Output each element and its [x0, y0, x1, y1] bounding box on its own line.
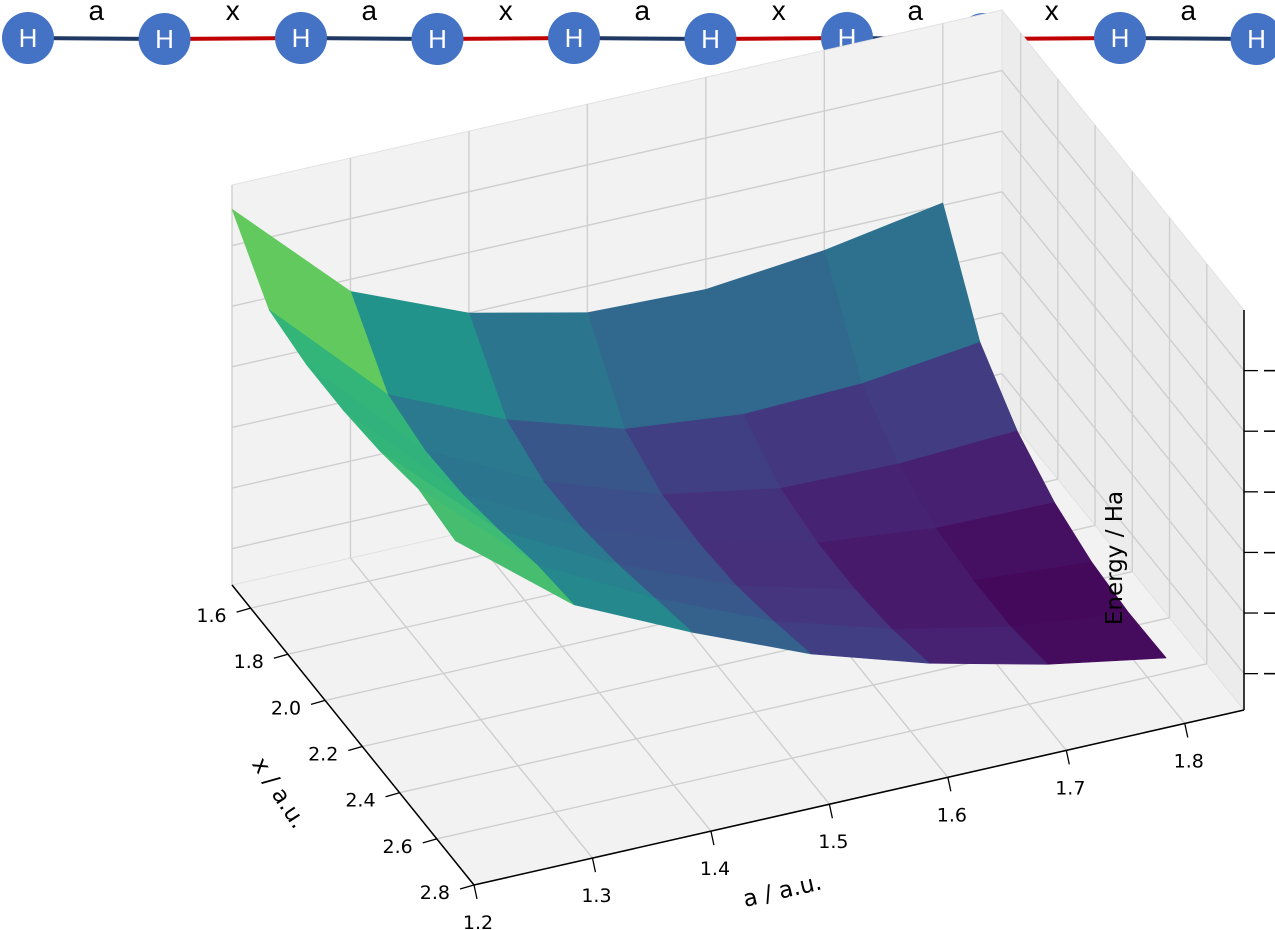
energy-axis-title: Energy / Ha: [1102, 491, 1128, 625]
bond-label: a: [361, 0, 377, 26]
hydrogen-atom: [548, 12, 600, 64]
hydrogen-atom: [411, 13, 464, 65]
hydrogen-atom: [2, 12, 54, 64]
x-tick-label: 1.6: [196, 605, 226, 627]
atom-symbol: H: [701, 24, 720, 54]
energy-tick-label: −5.75: [1262, 602, 1275, 624]
hydrogen-atom: [138, 13, 191, 65]
grid-line: [1001, 312, 1245, 614]
atom-symbol: H: [19, 23, 38, 53]
a-axis-title: a / a.u.: [741, 870, 825, 913]
bond-label: x: [772, 0, 786, 26]
grid-line: [1001, 191, 1245, 493]
x-tick: [422, 838, 437, 844]
a-axis-line: [473, 709, 1245, 886]
grid-line: [1001, 373, 1245, 675]
grid-line: [468, 530, 712, 832]
bond-label: x: [1045, 0, 1059, 26]
axis-ticks: 1.6 1.8 2.0 2.2 2.4 2.6 2.8 1.2 1.3 1.4 1.5 1.6 1.7 1…: [196, 360, 1275, 930]
x-tick: [348, 745, 363, 752]
hydrogen-atom: [275, 12, 327, 64]
hydrogen-atom: [684, 13, 737, 65]
energy-tick-label: −5.70: [1262, 541, 1275, 563]
a-tick-label: 1.2: [463, 912, 493, 930]
grid-line: [1001, 70, 1245, 372]
energy-surface: [231, 202, 1167, 665]
bond-label: x: [499, 0, 513, 26]
x-axis-line: [231, 584, 475, 886]
energy-tick-label: −5.65: [1262, 481, 1275, 503]
hydrogen-atom: [1094, 12, 1146, 64]
surface-patch: [417, 488, 575, 606]
x-tick-label: 1.8: [234, 651, 264, 673]
a-tick-label: 1.4: [700, 858, 730, 880]
bond-label: a: [907, 0, 923, 26]
x-tick: [236, 607, 251, 613]
grid-line: [1001, 130, 1245, 432]
hydrogen-chain-diagram: axaxaxaxaHHHHHHHHHH: [2, 0, 1275, 65]
a-tick-label: 1.8: [1174, 750, 1204, 772]
x-tick-label: 2.2: [308, 744, 338, 766]
a-tick: [947, 777, 952, 792]
atom-symbol: H: [428, 24, 447, 54]
a-tick: [1065, 750, 1070, 765]
a-tick: [828, 804, 834, 819]
bond-label: a: [1180, 0, 1196, 26]
energy-tick-label: −5.60: [1262, 420, 1275, 442]
grid-line: [231, 130, 1003, 307]
a-tick: [473, 884, 478, 900]
x-tick-label: 2.4: [345, 790, 375, 812]
bond-label: a: [634, 0, 650, 26]
a-tick: [710, 831, 715, 846]
x-tick: [385, 792, 400, 798]
x-tick: [459, 884, 475, 890]
a-tick-label: 1.5: [818, 831, 848, 853]
grid-line: [1001, 251, 1245, 553]
grid-line: [436, 663, 1207, 840]
energy-tick-label: −5.80: [1262, 663, 1275, 685]
a-tick-label: 1.6: [937, 804, 967, 826]
a-tick: [1184, 723, 1189, 738]
atom-symbol: H: [565, 23, 584, 53]
x-tick-label: 2.0: [271, 697, 301, 719]
x-tick: [310, 699, 326, 706]
atom-symbol: H: [1111, 23, 1130, 53]
atom-symbol: H: [155, 24, 174, 54]
a-tick-label: 1.3: [581, 885, 611, 907]
bond-label: a: [88, 0, 104, 26]
a-tick: [591, 857, 597, 873]
grid-line: [231, 69, 1003, 247]
x-axis-title: x / a.u.: [246, 753, 311, 834]
x-tick-label: 2.8: [420, 882, 450, 904]
x-tick: [273, 653, 289, 659]
atom-symbol: H: [1247, 24, 1266, 54]
a-tick-label: 1.7: [1055, 777, 1085, 799]
grid-line: [349, 557, 594, 859]
energy-tick-label: −5.55: [1262, 360, 1275, 382]
atom-symbol: H: [292, 23, 311, 53]
bond-label: x: [226, 0, 240, 26]
hydrogen-atom: [1230, 13, 1275, 65]
axis-lines: [231, 310, 1245, 886]
x-tick-label: 2.6: [383, 836, 413, 858]
